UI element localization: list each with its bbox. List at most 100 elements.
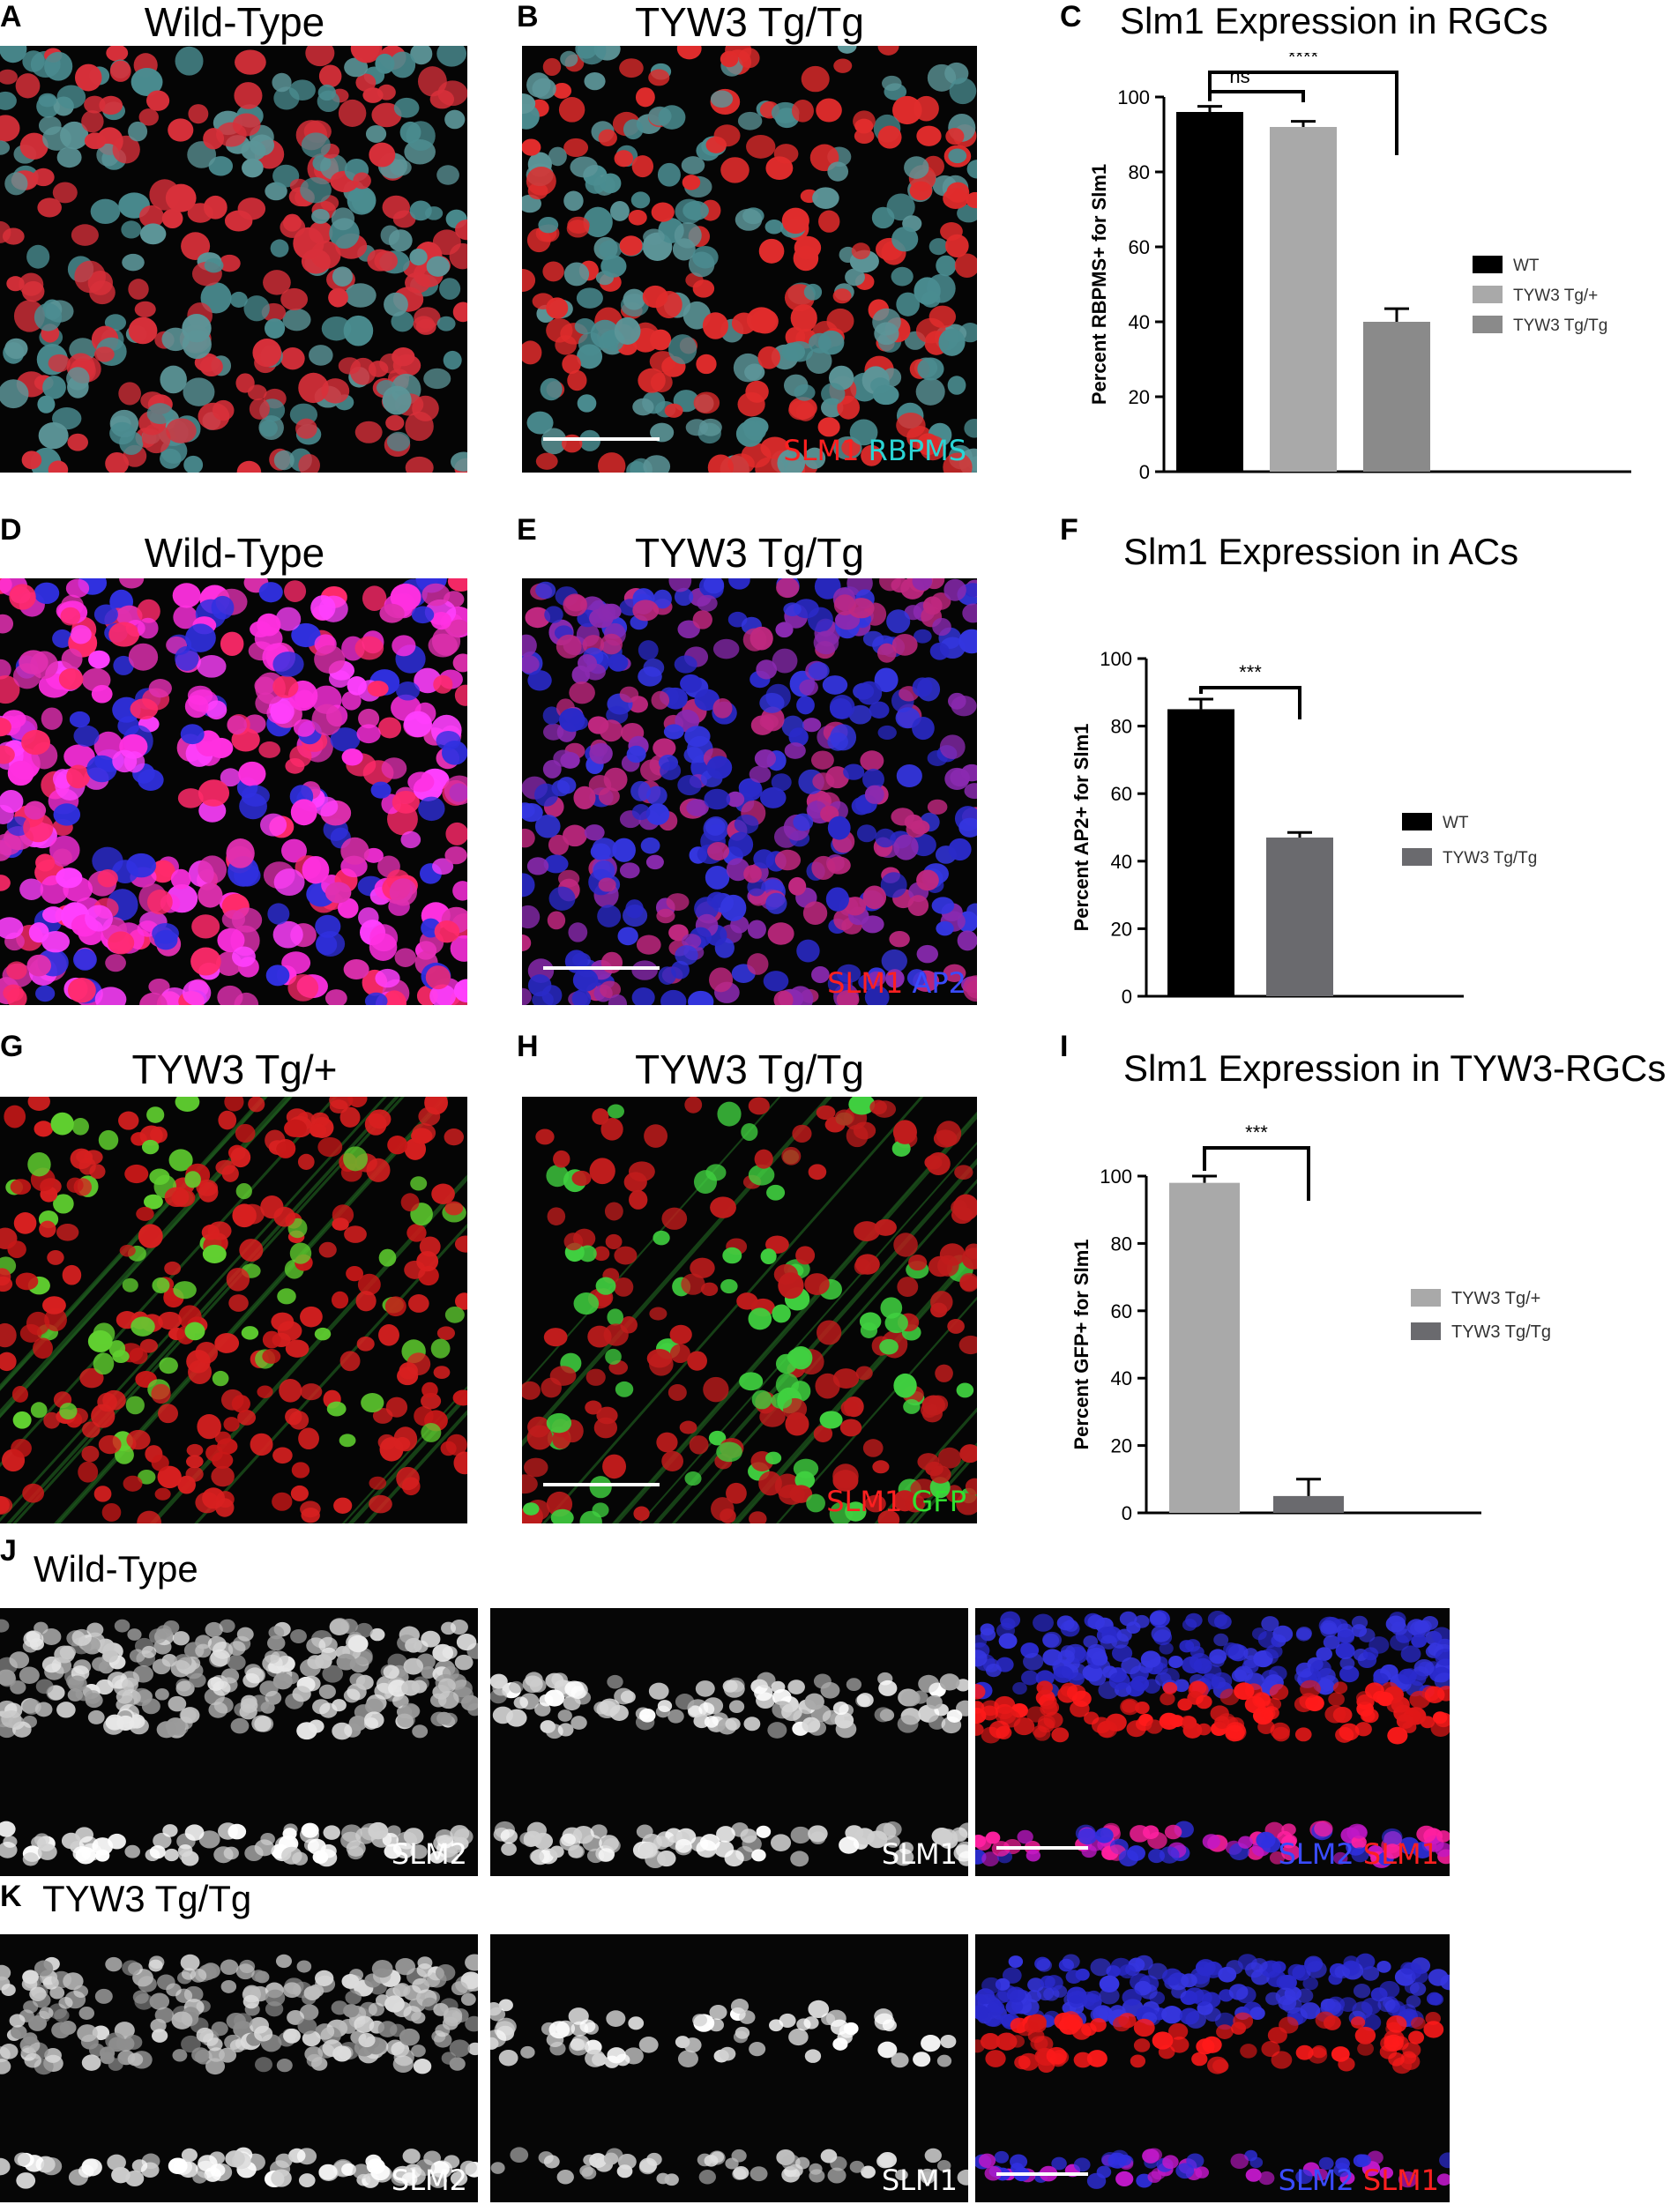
legend-swatch [1411, 1322, 1441, 1340]
scale-bar [543, 437, 660, 441]
stain-legend-b: SLM1 RBPMS [783, 434, 966, 467]
panel-label-b: B [517, 0, 539, 34]
y-tick-label: 100 [1100, 1166, 1132, 1188]
significance-label: ns [1229, 65, 1249, 87]
stain-label: GFP [902, 1485, 967, 1518]
y-tick-label: 80 [1129, 161, 1150, 183]
stain-legend-k-1: SLM2 [392, 2164, 467, 2197]
chart-svg: 0 20 40 60 80 100 Percent RBPMS+ for Slm1 ns ***… [1088, 53, 1631, 483]
scale-bar [996, 2172, 1088, 2176]
significance-bracket [1203, 1146, 1310, 1201]
stain-legend-k-3: SLM2 SLM1 [1279, 2164, 1439, 2197]
legend-swatch [1473, 256, 1503, 273]
panel-b-title: TYW3 Tg/Tg [635, 0, 864, 45]
legend-label: TYW3 Tg/+ [1451, 1289, 1540, 1308]
bar [1363, 322, 1430, 472]
chart-i: 0 20 40 60 80 100 Percent GFP+ for Slm1 *** TYW3… [1049, 1125, 1631, 1531]
chart-c: 0 20 40 60 80 100 Percent RBPMS+ for Slm1 ns ***… [1049, 53, 1631, 494]
panel-d-title: Wild-Type [144, 530, 325, 576]
stain-label: SLM1 [783, 434, 860, 467]
micrograph-g [0, 1097, 467, 1523]
stain-label: RBPMS [859, 434, 966, 467]
panel-label-d: D [0, 513, 22, 547]
bar [1169, 1182, 1240, 1513]
y-tick-label: 0 [1122, 986, 1132, 1008]
stain-label: SLM1 [1354, 1837, 1439, 1871]
legend-label: TYW3 Tg/Tg [1451, 1322, 1551, 1342]
y-tick-label: 20 [1111, 918, 1132, 940]
y-tick-label: 20 [1129, 386, 1150, 408]
y-tick-label: 20 [1111, 1435, 1132, 1457]
legend-swatch [1411, 1289, 1441, 1307]
chart-f-title: Slm1 Expression in ACs [1123, 531, 1519, 572]
panel-label-i: I [1060, 1030, 1069, 1063]
stain-label: SLM2 [391, 1837, 467, 1871]
scale-bar [543, 1483, 660, 1486]
bar [1270, 127, 1337, 472]
bar [1167, 709, 1234, 996]
panel-label-j: J [0, 1534, 17, 1568]
y-tick-label: 100 [1117, 86, 1150, 108]
chart-svg: 0 20 40 60 80 100 Percent GFP+ for Slm1 *** TYW3… [1070, 1125, 1551, 1524]
y-tick-label: 60 [1111, 1300, 1132, 1322]
stain-label: SLM1 [826, 1485, 903, 1518]
micrograph-e: SLM1 AP2 [522, 578, 977, 1005]
legend-label: TYW3 Tg/+ [1513, 287, 1598, 305]
panel-a-title: Wild-Type [144, 0, 325, 45]
stain-label: SLM2 [1278, 2164, 1354, 2197]
legend-swatch [1402, 813, 1432, 830]
stain-legend-k-2: SLM1 [882, 2164, 958, 2197]
significance-label: *** [1245, 1125, 1268, 1143]
y-axis-label: Percent AP2+ for Slm1 [1070, 724, 1093, 932]
panel-label-g: G [0, 1030, 24, 1063]
stain-label: SLM1 [881, 2164, 958, 2197]
panel-label-e: E [517, 513, 537, 547]
panel-j-title: Wild-Type [34, 1548, 198, 1590]
legend-label: WT [1443, 814, 1469, 832]
stain-label: SLM1 [1354, 2164, 1439, 2197]
micrograph-j-slm1: SLM1 [490, 1608, 968, 1876]
micrograph-k-slm2: SLM2 [0, 1934, 478, 2202]
stain-legend-j-2: SLM1 [882, 1837, 958, 1871]
legend-label: WT [1513, 257, 1540, 275]
y-tick-label: 60 [1111, 783, 1132, 805]
panel-label-c: C [1060, 0, 1082, 34]
legend-label: TYW3 Tg/Tg [1443, 849, 1537, 868]
stain-label: SLM2 [391, 2164, 467, 2197]
bar [1176, 112, 1243, 472]
y-tick-label: 60 [1129, 236, 1150, 258]
stain-legend-j-3: SLM2 SLM1 [1279, 1837, 1439, 1871]
micrograph-k-merge: SLM2 SLM1 [975, 1934, 1450, 2202]
y-tick-label: 0 [1139, 461, 1150, 483]
stain-label: SLM1 [881, 1837, 958, 1871]
panel-label-h: H [517, 1030, 539, 1063]
y-axis-label: Percent RBPMS+ for Slm1 [1088, 164, 1110, 405]
legend-swatch [1473, 316, 1503, 333]
y-tick-label: 40 [1111, 1367, 1132, 1389]
bar [1266, 837, 1333, 996]
micrograph-b: SLM1 RBPMS [522, 46, 977, 473]
chart-c-title: Slm1 Expression in RGCs [1120, 0, 1548, 41]
significance-bracket [1199, 686, 1301, 719]
significance-label: *** [1239, 661, 1262, 683]
legend-label: TYW3 Tg/Tg [1513, 317, 1607, 335]
stain-label: SLM1 [827, 966, 904, 1000]
panel-e-title: TYW3 Tg/Tg [635, 530, 864, 576]
panel-g-title: TYW3 Tg/+ [131, 1046, 338, 1092]
panel-k-title: TYW3 Tg/Tg [42, 1878, 252, 1919]
chart-svg: 0 20 40 60 80 100 Percent AP2+ for Slm1 *** WT TY… [1070, 648, 1537, 1008]
stain-label: SLM2 [1278, 1837, 1354, 1871]
micrograph-k-slm1: SLM1 [490, 1934, 968, 2202]
legend-swatch [1402, 848, 1432, 866]
significance-bracket [1208, 71, 1398, 155]
y-axis-label: Percent GFP+ for Slm1 [1070, 1239, 1093, 1449]
y-tick-label: 0 [1122, 1502, 1132, 1524]
micrograph-h: SLM1 GFP [522, 1097, 977, 1523]
significance-bracket [1208, 90, 1305, 102]
y-tick-label: 80 [1111, 1233, 1132, 1255]
scale-bar [996, 1846, 1088, 1850]
y-tick-label: 40 [1129, 311, 1150, 333]
y-tick-label: 80 [1111, 716, 1132, 738]
chart-f: 0 20 40 60 80 100 Percent AP2+ for Slm1 *** WT TY… [1049, 608, 1631, 1014]
y-tick-label: 100 [1100, 648, 1132, 670]
